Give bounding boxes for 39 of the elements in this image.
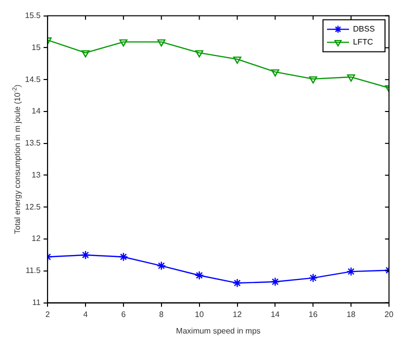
x-tick-label: 6 bbox=[121, 310, 126, 319]
y-tick-label: 13 bbox=[32, 170, 42, 180]
point bbox=[270, 277, 280, 286]
x-tick-label: 8 bbox=[159, 310, 164, 319]
x-tick-label: 4 bbox=[83, 310, 88, 319]
y-tick-label: 15 bbox=[32, 42, 42, 52]
x-tick-label: 16 bbox=[308, 310, 318, 319]
x-axis-title: Maximum speed in mps bbox=[176, 326, 261, 336]
y-tick-label: 14 bbox=[32, 106, 42, 116]
point bbox=[195, 50, 204, 58]
y-tick-label: 14.5 bbox=[24, 74, 42, 84]
legend-label: DBSS bbox=[353, 24, 375, 34]
y-tick-label: 11.5 bbox=[26, 266, 42, 276]
y-tick-label: 12.5 bbox=[24, 202, 42, 212]
legend-label: LFTC bbox=[353, 38, 374, 47]
y-tick-label: 13.5 bbox=[24, 138, 42, 148]
point bbox=[233, 56, 242, 64]
y-tick-label: 12 bbox=[32, 234, 42, 244]
x-tick-label: 18 bbox=[346, 310, 356, 319]
point bbox=[232, 278, 242, 288]
point bbox=[81, 50, 90, 58]
y-tick-label: 11 bbox=[32, 298, 42, 308]
point bbox=[308, 273, 318, 283]
point bbox=[347, 74, 356, 82]
point bbox=[118, 252, 128, 262]
point bbox=[346, 266, 356, 276]
x-tick-label: 14 bbox=[270, 310, 280, 319]
x-tick-label: 20 bbox=[384, 310, 394, 319]
point bbox=[156, 261, 166, 270]
point bbox=[80, 250, 90, 260]
point bbox=[119, 39, 128, 47]
point bbox=[157, 39, 166, 47]
point bbox=[309, 76, 318, 84]
x-tick-label: 10 bbox=[194, 310, 204, 319]
point bbox=[271, 69, 280, 77]
y-tick-label: 15.5 bbox=[24, 11, 42, 20]
x-tick-label: 12 bbox=[232, 310, 242, 319]
point bbox=[194, 270, 204, 280]
x-tick-label: 2 bbox=[45, 310, 50, 319]
